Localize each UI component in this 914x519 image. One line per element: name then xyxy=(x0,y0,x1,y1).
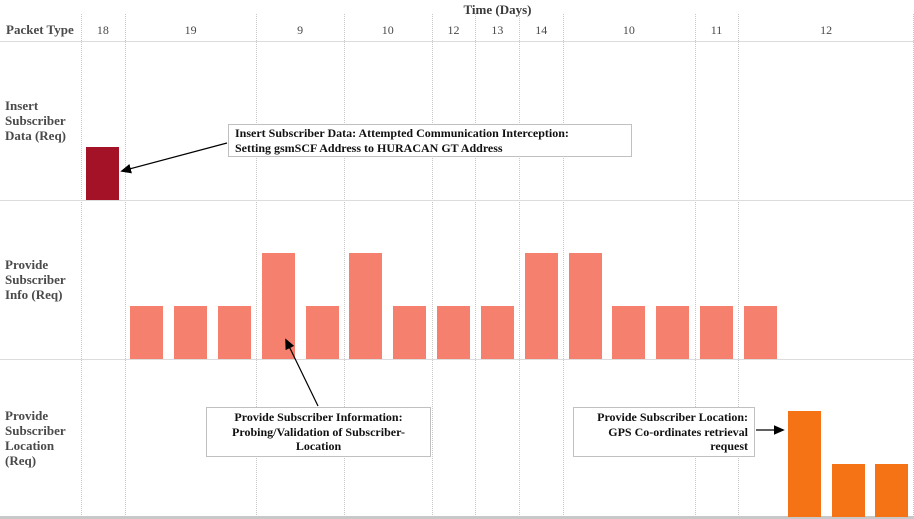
bar xyxy=(612,306,646,359)
grid-line xyxy=(519,14,521,517)
x-axis-title: Time (Days) xyxy=(463,2,532,17)
x-tick-label: 9 xyxy=(297,23,304,37)
bar xyxy=(656,306,690,359)
bar xyxy=(393,306,427,359)
bar xyxy=(261,253,295,359)
bar xyxy=(831,464,865,517)
x-tick-label: 14 xyxy=(535,23,548,37)
grid-line xyxy=(563,14,565,517)
bar xyxy=(437,306,471,359)
annotation-line: Location xyxy=(295,439,342,454)
grid-line xyxy=(81,14,82,517)
x-tick-label: 18 xyxy=(96,23,109,37)
grid-line xyxy=(124,14,126,517)
bar xyxy=(86,147,120,200)
bar xyxy=(524,253,558,359)
bar xyxy=(305,306,339,359)
row-label: Insert Subscriber Data (Req) xyxy=(5,97,67,144)
annotation-line: request xyxy=(710,439,748,454)
row-label: Provide Subscriber Location (Req) xyxy=(5,407,66,469)
row-separator xyxy=(0,41,914,42)
annotation-line: Setting gsmSCF Address to HURACAN GT Add… xyxy=(235,140,503,155)
annotation-line: Probing/Validation of Subscriber- xyxy=(232,424,405,439)
bar xyxy=(480,306,514,359)
annotation-box: Provide Subscriber Location: GPS Co-ordin… xyxy=(573,407,755,457)
row-label: Provide Subscriber Info (Req) xyxy=(5,256,66,303)
bar xyxy=(743,306,777,359)
annotation-arrow xyxy=(120,142,228,174)
grid-line xyxy=(475,14,477,517)
x-tick-label: 11 xyxy=(710,23,723,37)
bar xyxy=(349,253,383,359)
x-tick-label: 10 xyxy=(622,23,635,37)
annotation-line: Insert Subscriber Data: Attempted Commun… xyxy=(235,126,569,141)
annotation-box: Insert Subscriber Data: Attempted Commun… xyxy=(228,124,632,157)
annotation-box: Provide Subscriber Information: Probing/V… xyxy=(206,407,431,457)
grid-line xyxy=(343,14,345,517)
bar xyxy=(130,306,164,359)
row-separator xyxy=(0,359,914,360)
bar xyxy=(568,253,602,359)
x-tick-label: 12 xyxy=(820,23,833,37)
packet-type-header: Packet Type xyxy=(6,22,74,37)
grid-line xyxy=(431,14,433,517)
row-separator xyxy=(0,200,914,201)
bar xyxy=(875,464,909,517)
grid-line xyxy=(738,14,740,517)
annotation-line: Provide Subscriber Location: xyxy=(597,410,748,425)
bar xyxy=(700,306,734,359)
x-tick-label: 12 xyxy=(447,23,460,37)
bottom-axis-line xyxy=(0,516,914,519)
x-tick-label: 10 xyxy=(381,23,394,37)
x-tick-label: 13 xyxy=(491,23,504,37)
grid-line xyxy=(912,14,914,517)
grid-line xyxy=(694,14,696,517)
grid-line xyxy=(256,14,258,517)
bar xyxy=(787,411,821,517)
bar xyxy=(217,306,251,359)
x-tick-label: 19 xyxy=(184,23,197,37)
annotation-line: GPS Co-ordinates retrieval xyxy=(608,424,748,439)
bar xyxy=(174,306,208,359)
annotation-line: Provide Subscriber Information: xyxy=(234,410,403,425)
